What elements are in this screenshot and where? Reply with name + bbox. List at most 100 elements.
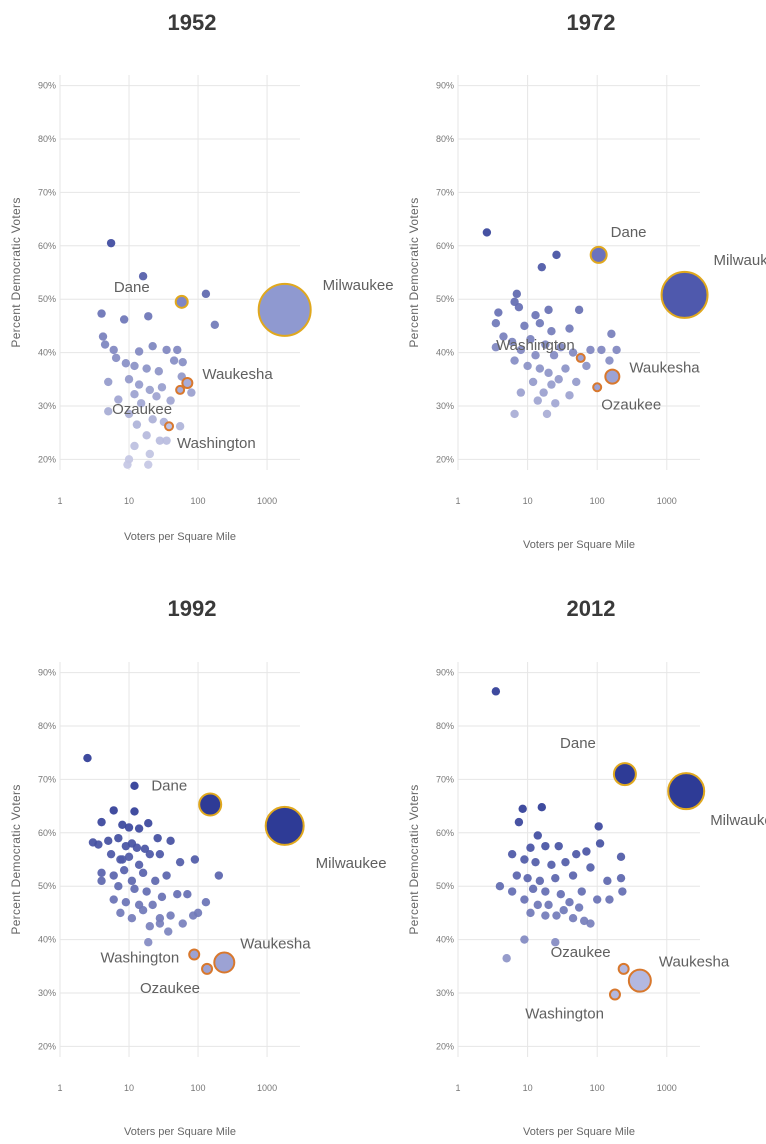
county-point — [510, 409, 519, 419]
y-tick-label: 40% — [38, 935, 56, 945]
county-point-milwaukee — [667, 772, 706, 811]
county-point — [514, 817, 524, 827]
county-point — [106, 238, 116, 248]
county-point — [561, 364, 570, 373]
county-point — [130, 884, 139, 894]
county-point — [507, 887, 517, 896]
county-label-dane: Dane — [560, 735, 596, 752]
y-tick-label: 90% — [436, 81, 454, 91]
county-point — [162, 436, 171, 445]
county-point — [531, 857, 540, 867]
x-axis-label: Voters per Square Mile — [523, 539, 635, 551]
county-point — [551, 873, 560, 883]
y-tick-label: 30% — [38, 401, 56, 411]
county-point — [582, 847, 591, 856]
county-point — [151, 876, 160, 886]
county-label-ozaukee: Ozaukee — [112, 401, 172, 418]
county-point — [520, 895, 529, 904]
county-point — [605, 356, 614, 365]
y-tick-label: 80% — [38, 721, 56, 731]
county-point — [520, 855, 529, 864]
county-point — [586, 919, 595, 928]
county-point — [121, 359, 131, 368]
county-point — [516, 388, 526, 397]
county-point — [554, 841, 563, 851]
county-point — [130, 441, 139, 451]
county-point — [140, 844, 150, 854]
county-point — [528, 884, 538, 894]
x-tick-label: 10 — [523, 496, 533, 506]
county-point — [544, 305, 553, 315]
county-point — [582, 361, 591, 371]
county-point-washington — [164, 421, 175, 432]
county-point — [518, 804, 527, 813]
county-point — [134, 824, 144, 833]
county-point — [178, 919, 187, 928]
county-point — [510, 356, 519, 365]
county-point — [124, 375, 134, 384]
county-label-dane: Dane — [114, 279, 150, 296]
county-point — [547, 860, 556, 870]
county-point — [535, 876, 545, 886]
county-point — [157, 892, 167, 902]
y-tick-label: 70% — [38, 187, 56, 197]
county-point — [109, 806, 118, 815]
county-point — [138, 272, 148, 281]
county-point — [533, 396, 542, 405]
county-point — [134, 347, 144, 356]
y-tick-label: 30% — [436, 401, 454, 411]
x-axis-label: Voters per Square Mile — [124, 531, 236, 543]
county-label-milwaukee: Milwaukee — [323, 277, 394, 294]
y-tick-label: 50% — [436, 881, 454, 891]
county-point — [512, 289, 522, 299]
county-point — [574, 903, 584, 912]
county-point — [193, 908, 203, 918]
county-point-ozaukee — [201, 962, 214, 975]
county-point — [559, 906, 568, 915]
county-label-ozaukee: Ozaukee — [140, 980, 200, 997]
county-point — [531, 311, 540, 320]
county-point — [109, 871, 118, 880]
county-point — [541, 887, 550, 896]
y-tick-label: 70% — [38, 774, 56, 784]
county-point — [533, 831, 542, 840]
county-point — [537, 802, 547, 812]
county-point — [173, 889, 182, 899]
county-point — [561, 857, 570, 867]
county-point — [572, 377, 581, 387]
y-tick-label: 20% — [436, 454, 454, 464]
county-point — [130, 781, 139, 791]
county-point — [121, 898, 131, 907]
county-point — [541, 841, 550, 851]
county-point-dane — [198, 792, 223, 817]
county-point — [83, 753, 92, 763]
county-point-dane — [589, 245, 608, 264]
county-point — [531, 351, 540, 360]
county-point — [533, 900, 542, 910]
x-axis-label: Voters per Square Mile — [124, 1126, 236, 1138]
county-label-washington: Washington — [525, 1006, 604, 1023]
county-point — [169, 356, 179, 365]
county-point — [157, 383, 167, 392]
county-point — [148, 900, 157, 910]
county-point — [592, 895, 602, 904]
county-point — [551, 938, 560, 947]
county-label-dane: Dane — [151, 778, 187, 795]
county-point — [178, 357, 187, 367]
county-label-washington: Washington — [177, 435, 256, 452]
county-point — [491, 343, 501, 352]
county-point — [556, 343, 566, 352]
county-point — [109, 895, 118, 904]
y-tick-label: 90% — [38, 668, 56, 678]
y-axis-label: Percent Democratic Voters — [407, 784, 421, 934]
county-point — [603, 876, 612, 886]
county-point — [155, 849, 165, 859]
county-point — [145, 385, 155, 395]
y-tick-label: 90% — [436, 668, 454, 678]
county-point — [512, 871, 522, 880]
y-tick-label: 50% — [436, 294, 454, 304]
county-point — [187, 388, 196, 397]
y-tick-label: 60% — [38, 241, 56, 251]
y-tick-label: 20% — [38, 454, 56, 464]
